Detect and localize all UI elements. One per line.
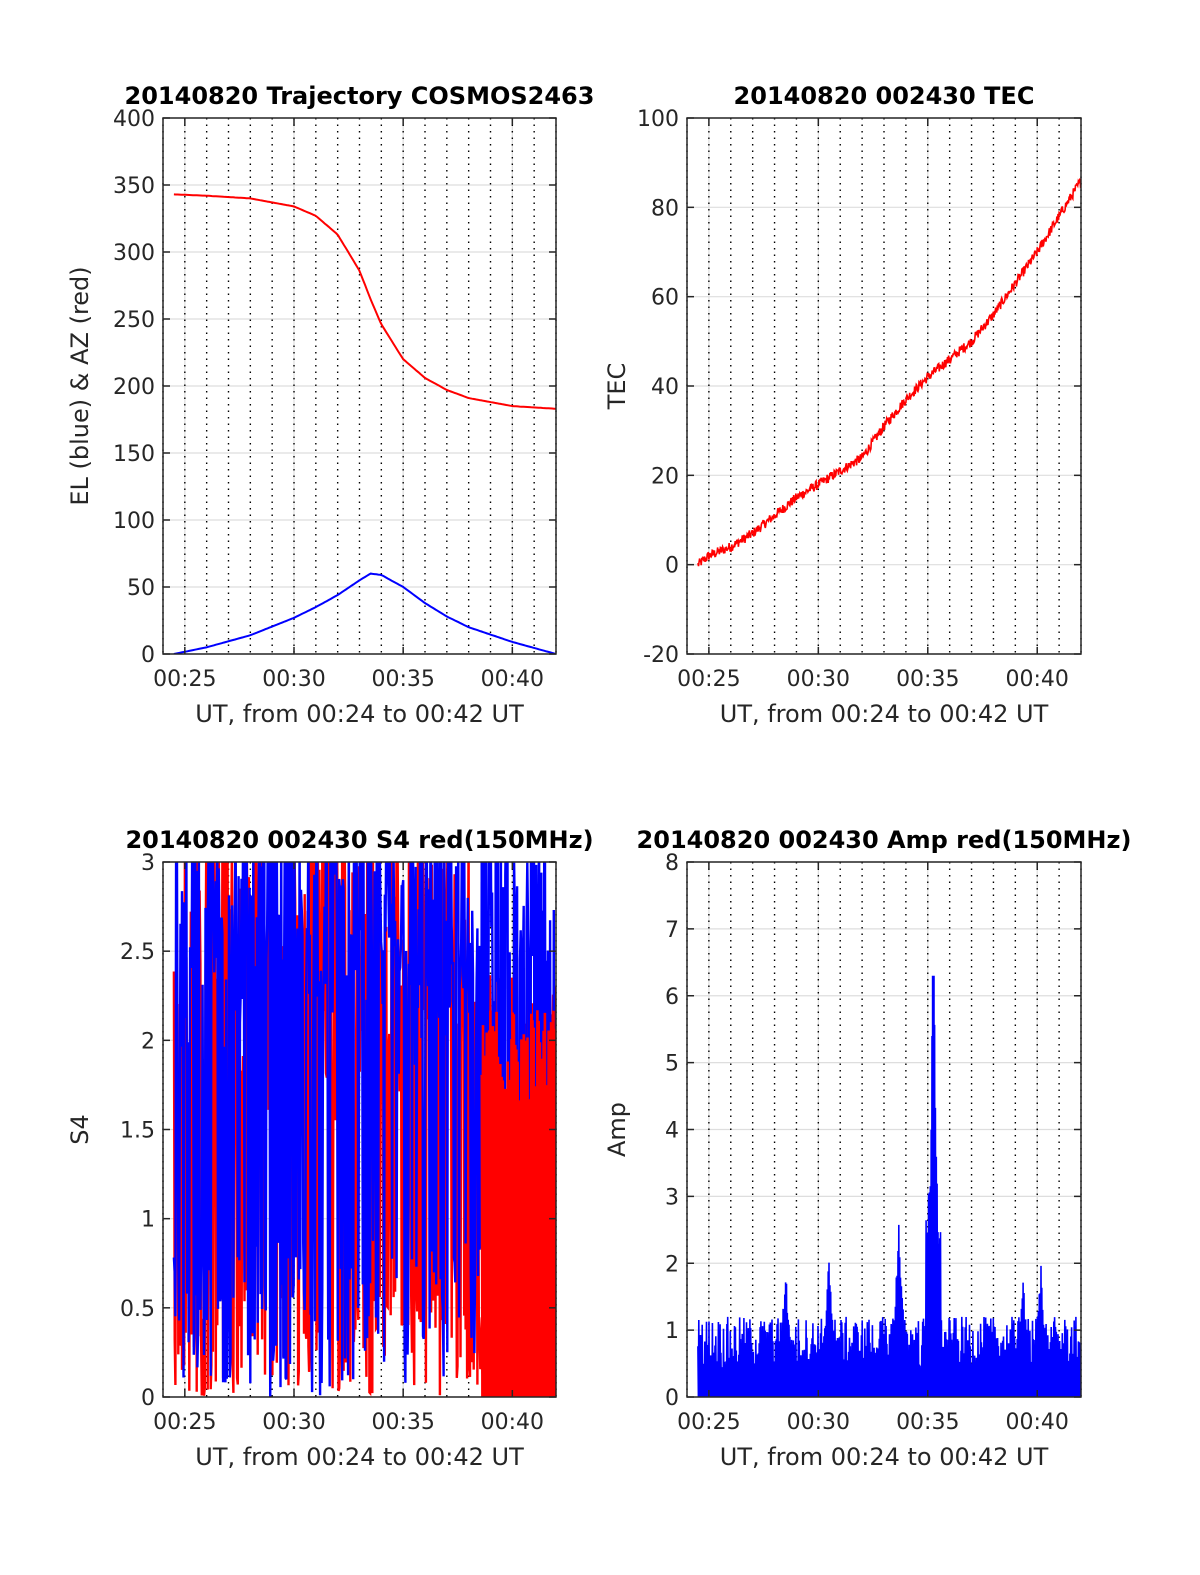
- chart-panel-3: 0 0.5 1 1.5 2 2.5 3 00:25 00:30 00:35 00:40 2014082…: [66, 826, 594, 1471]
- y-tick-label: 3: [141, 851, 155, 876]
- series-group: [173, 193, 556, 654]
- series-group: [697, 178, 1081, 567]
- y-tick-label: 1: [665, 1319, 679, 1344]
- y-axis-label: EL (blue) & AZ (red): [66, 266, 94, 505]
- x-tick-label: 00:30: [787, 667, 850, 692]
- y-tick-label: 0: [665, 1386, 679, 1411]
- chart-panel-4: 0 1 2 3 4 5 6 7 8 00:25 00:30 00:35 00:40 20140820 00…: [603, 826, 1131, 1471]
- series-group: [172, 862, 556, 1397]
- x-axis-label: UT, from 00:24 to 00:42 UT: [720, 1443, 1049, 1471]
- chart-panel-2: -20 0 20 40 60 80 100 00:25 00:30 00:35 00:40 20140…: [603, 82, 1082, 728]
- y-tick-label: 300: [113, 241, 155, 266]
- tec-line: [697, 178, 1081, 567]
- x-tick-label: 00:35: [896, 667, 959, 692]
- y-tick-label: 0: [665, 554, 679, 579]
- y-tick-label: 100: [113, 509, 155, 534]
- y-tick-label: 1.5: [120, 1119, 155, 1144]
- chart-title: 20140820 002430 Amp red(150MHz): [637, 826, 1132, 854]
- chart-panel-1: 0 50 100 150 200 250 300 350 400 00:25 00:30 00:35 0…: [66, 82, 594, 728]
- amp-line: [697, 1024, 1081, 1397]
- chart-title: 20140820 Trajectory COSMOS2463: [125, 82, 595, 110]
- y-tick-label: -20: [643, 643, 679, 668]
- ticks: -20 0 20 40 60 80 100 00:25 00:30 00:35 00:40: [637, 107, 1081, 692]
- series-group: [697, 975, 1081, 1397]
- x-tick-label: 00:40: [481, 667, 544, 692]
- x-tick-label: 00:35: [371, 1410, 434, 1435]
- ticks: 0 1 2 3 4 5 6 7 8 00:25 00:30 00:35 00:40: [665, 851, 1081, 1435]
- s4-red-dense: [480, 1010, 556, 1397]
- elevation-line: [173, 572, 556, 654]
- x-tick-label: 00:25: [153, 667, 216, 692]
- y-tick-label: 0: [141, 1386, 155, 1411]
- y-axis-label: S4: [66, 1114, 94, 1145]
- x-axis-label: UT, from 00:24 to 00:42 UT: [720, 700, 1049, 728]
- x-tick-label: 00:40: [1006, 1410, 1069, 1435]
- x-tick-label: 00:25: [677, 667, 740, 692]
- x-tick-label: 00:30: [262, 1410, 325, 1435]
- y-tick-label: 0: [141, 643, 155, 668]
- s4-blue-line: [172, 862, 556, 1397]
- y-tick-label: 0.5: [120, 1297, 155, 1322]
- x-tick-label: 00:30: [262, 667, 325, 692]
- y-tick-label: 200: [113, 375, 155, 400]
- chart-title: 20140820 002430 S4 red(150MHz): [125, 826, 593, 854]
- y-tick-label: 6: [665, 985, 679, 1010]
- y-tick-label: 50: [127, 576, 155, 601]
- y-tick-label: 100: [637, 107, 679, 132]
- y-tick-label: 20: [651, 464, 679, 489]
- y-tick-label: 60: [651, 286, 679, 311]
- x-tick-label: 00:40: [1006, 667, 1069, 692]
- x-tick-label: 00:25: [153, 1410, 216, 1435]
- x-tick-label: 00:35: [896, 1410, 959, 1435]
- x-tick-label: 00:40: [481, 1410, 544, 1435]
- ticks: 0 0.5 1 1.5 2 2.5 3 00:25 00:30 00:35 00:40: [120, 851, 556, 1435]
- y-tick-label: 7: [665, 918, 679, 943]
- y-tick-label: 5: [665, 1052, 679, 1077]
- y-axis-label: Amp: [603, 1102, 631, 1157]
- y-tick-label: 80: [651, 196, 679, 221]
- x-tick-label: 00:25: [677, 1410, 740, 1435]
- y-tick-label: 3: [665, 1185, 679, 1210]
- x-tick-label: 00:30: [787, 1410, 850, 1435]
- y-tick-label: 350: [113, 174, 155, 199]
- x-tick-label: 00:35: [371, 667, 434, 692]
- x-axis-label: UT, from 00:24 to 00:42 UT: [195, 1443, 524, 1471]
- ticks: 0 50 100 150 200 250 300 350 400 00:25 00:30 00:35 0…: [113, 107, 556, 692]
- y-axis-label: TEC: [603, 363, 631, 411]
- y-tick-label: 1: [141, 1208, 155, 1233]
- x-axis-label: UT, from 00:24 to 00:42 UT: [195, 700, 524, 728]
- y-tick-label: 400: [113, 107, 155, 132]
- y-tick-label: 4: [665, 1119, 679, 1144]
- azimuth-line: [173, 193, 556, 410]
- y-tick-label: 2.5: [120, 940, 155, 965]
- y-tick-label: 150: [113, 442, 155, 467]
- y-tick-label: 8: [665, 851, 679, 876]
- y-tick-label: 250: [113, 308, 155, 333]
- y-tick-label: 2: [141, 1029, 155, 1054]
- chart-title: 20140820 002430 TEC: [734, 82, 1035, 110]
- y-tick-label: 40: [651, 375, 679, 400]
- y-tick-label: 2: [665, 1252, 679, 1277]
